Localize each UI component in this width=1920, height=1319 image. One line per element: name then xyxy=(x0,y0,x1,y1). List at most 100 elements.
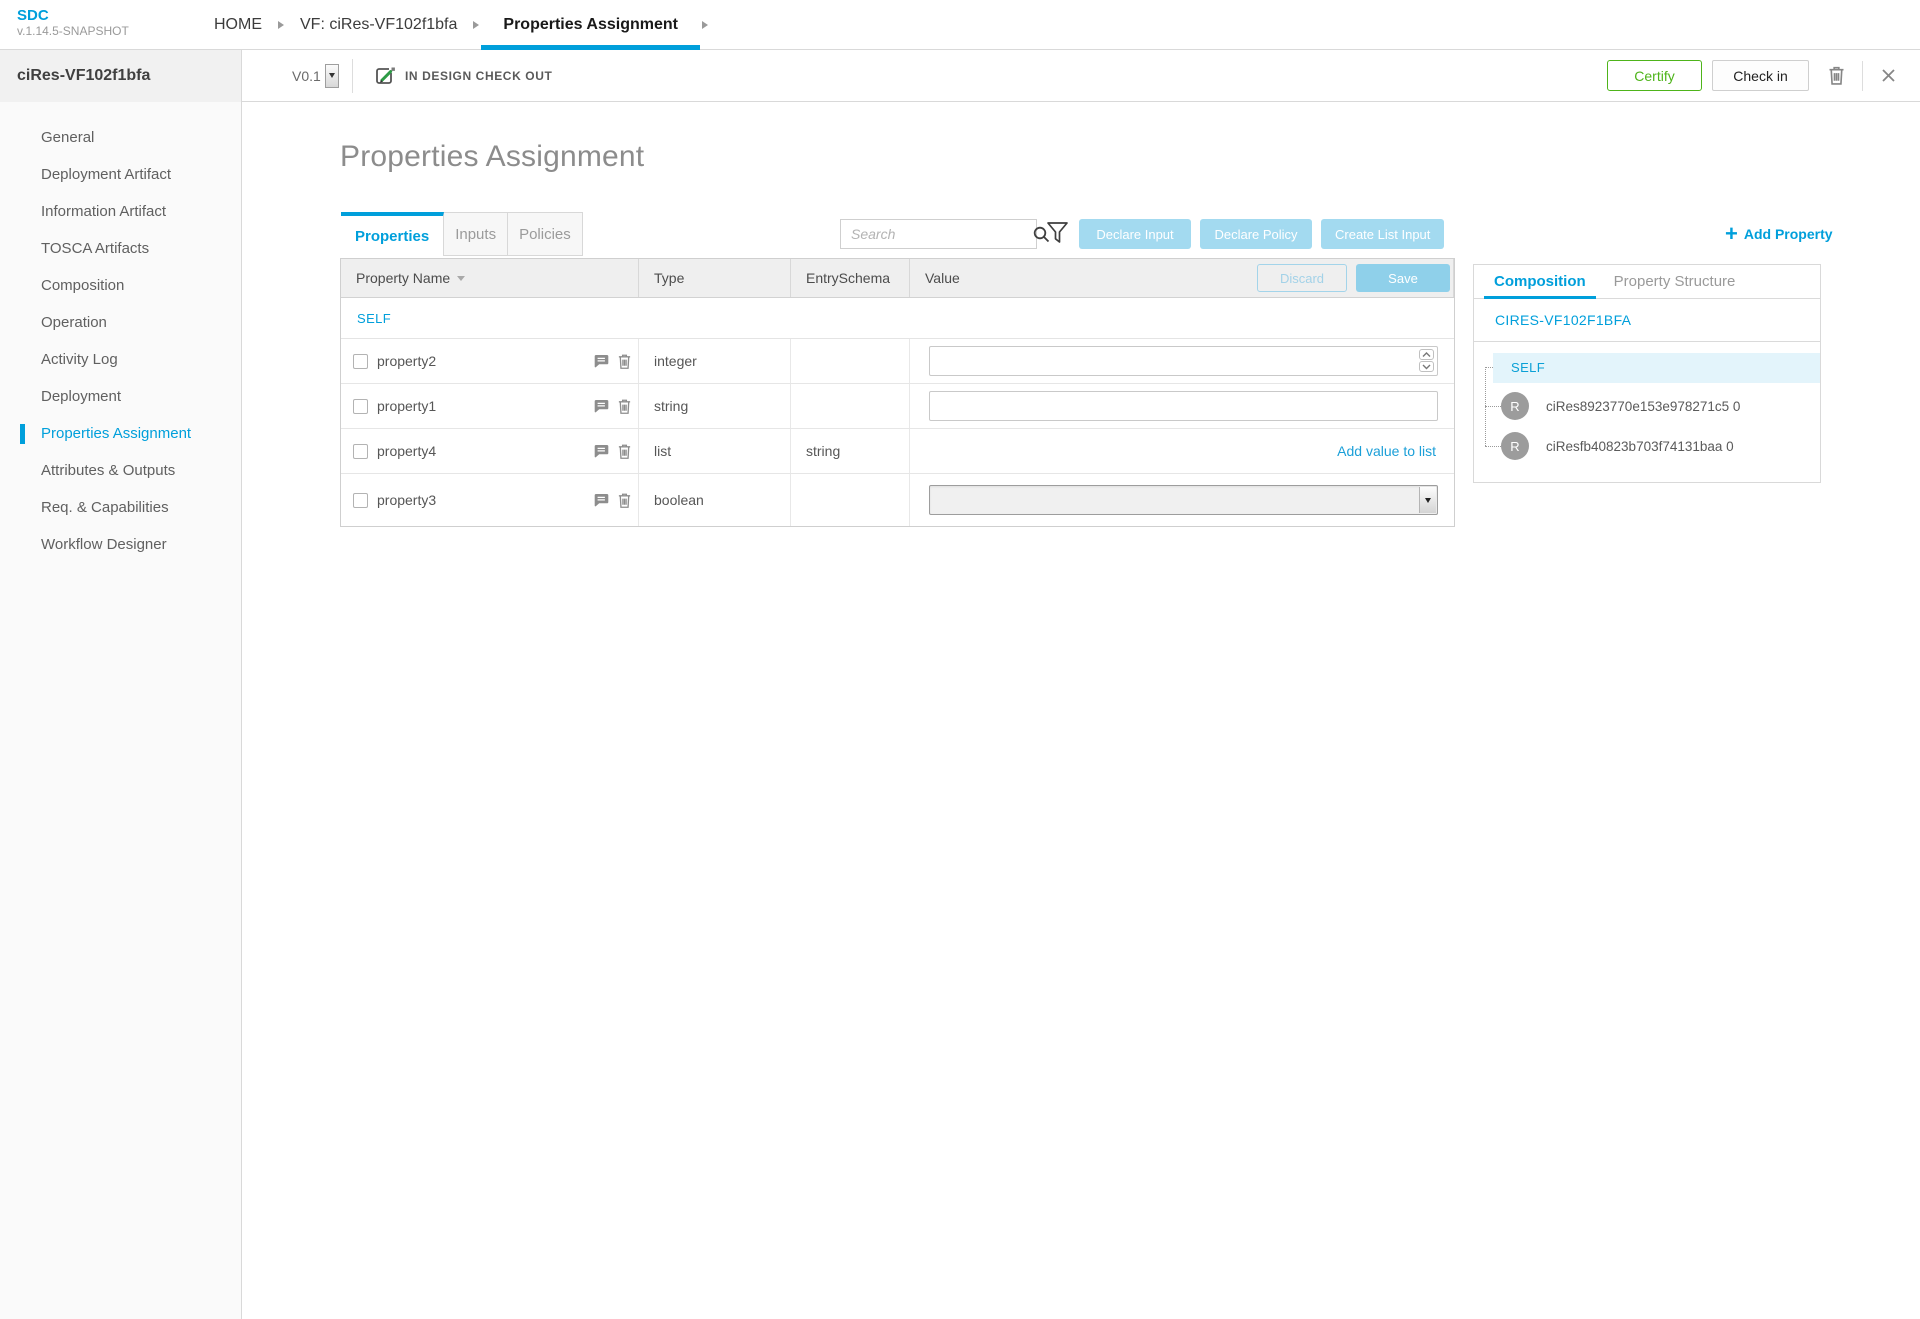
sidebar-item[interactable]: Deployment Artifact xyxy=(0,156,241,193)
comment-icon[interactable] xyxy=(593,354,609,369)
select-arrow-icon xyxy=(1425,497,1431,503)
property-name-cell: property4 xyxy=(341,429,639,473)
tab-label: Inputs xyxy=(455,225,497,243)
delete-property-icon[interactable] xyxy=(617,492,632,509)
hierarchy-tab-label: Composition xyxy=(1494,273,1586,290)
property-name: property2 xyxy=(377,353,437,369)
property-value-cell xyxy=(910,339,1454,383)
sidebar-item[interactable]: Workflow Designer xyxy=(0,526,241,563)
tab[interactable]: Policies xyxy=(508,212,583,256)
row-checkbox[interactable] xyxy=(353,443,368,459)
add-property-label: Add Property xyxy=(1743,226,1833,242)
sidebar-item[interactable]: Properties Assignment xyxy=(0,415,241,452)
breadcrumb-label: Properties Assignment xyxy=(503,16,678,33)
sidebar-item[interactable]: Deployment xyxy=(0,378,241,415)
property-type-cell: boolean xyxy=(639,474,791,526)
header-actions: Certify Check in xyxy=(1607,50,1896,101)
tree-item-instance[interactable]: R ciResfb40823b703f74131baa 0 xyxy=(1501,432,1820,460)
comment-icon[interactable] xyxy=(593,444,609,459)
sidebar-item[interactable]: Attributes & Outputs xyxy=(0,452,241,489)
tab[interactable]: Inputs xyxy=(444,212,509,256)
row-icons xyxy=(593,398,632,415)
breadcrumb-item[interactable]: Properties Assignment xyxy=(481,0,700,50)
row-checkbox[interactable] xyxy=(353,492,368,508)
sidebar-item[interactable]: Operation xyxy=(0,304,241,341)
hierarchy-tab[interactable]: Composition xyxy=(1484,265,1596,299)
sidebar-item-label: Attributes & Outputs xyxy=(41,462,176,479)
table-row: property2 integer xyxy=(341,339,1454,384)
sidebar-item[interactable]: Information Artifact xyxy=(0,193,241,230)
table-row: property1 string xyxy=(341,384,1454,429)
sort-caret-icon xyxy=(457,275,466,281)
logo-version: v.1.14.5-SNAPSHOT xyxy=(17,24,129,38)
declare-actions: Declare Input Declare Policy Create List… xyxy=(1079,219,1445,249)
delete-entity-icon[interactable] xyxy=(1827,65,1846,86)
certify-button[interactable]: Certify xyxy=(1607,60,1702,91)
declare-action-button[interactable]: Declare Input xyxy=(1079,219,1191,249)
top-bar: SDC v.1.14.5-SNAPSHOT HOME VF: ciRes-VF1… xyxy=(0,0,1920,50)
version-dropdown-button[interactable] xyxy=(324,63,339,88)
column-label: Type xyxy=(654,270,685,286)
comment-icon[interactable] xyxy=(593,399,609,414)
discard-button[interactable]: Discard xyxy=(1257,264,1347,292)
divider xyxy=(352,59,353,93)
text-value-input[interactable] xyxy=(929,391,1438,421)
property-name-cell: property1 xyxy=(341,384,639,428)
sidebar-item[interactable]: Req. & Capabilities xyxy=(0,489,241,526)
entity-name: ciRes-VF102f1bfa xyxy=(0,50,242,102)
breadcrumb-item[interactable]: VF: ciRes-VF102f1bfa xyxy=(286,0,471,50)
row-checkbox[interactable] xyxy=(353,398,368,414)
boolean-value-select[interactable] xyxy=(929,485,1438,515)
breadcrumb-label: HOME xyxy=(214,16,262,33)
tab[interactable]: Properties xyxy=(341,212,445,256)
filter-icon[interactable] xyxy=(1046,221,1069,251)
comment-icon[interactable] xyxy=(593,493,609,508)
column-label: Property Name xyxy=(356,270,451,286)
tree-item-instance[interactable]: R ciRes8923770e153e978271c5 0 xyxy=(1501,392,1820,420)
breadcrumb-item[interactable]: HOME xyxy=(200,0,276,50)
add-property-button[interactable]: + Add Property xyxy=(1725,219,1833,249)
version-label: V0.1 xyxy=(292,67,321,84)
close-icon[interactable] xyxy=(1881,68,1896,83)
value-widget xyxy=(910,384,1454,428)
number-value-input[interactable] xyxy=(929,346,1438,376)
tree-connector-line xyxy=(1485,446,1501,447)
sidebar-item[interactable]: General xyxy=(0,119,241,156)
search-input[interactable] xyxy=(841,221,1033,247)
property-name: property3 xyxy=(377,492,437,508)
declare-action-button[interactable]: Create List Input xyxy=(1321,219,1445,249)
sidebar-item[interactable]: Activity Log xyxy=(0,341,241,378)
delete-property-icon[interactable] xyxy=(617,353,632,370)
save-button[interactable]: Save xyxy=(1356,264,1450,292)
row-checkbox[interactable] xyxy=(353,353,368,369)
composition-tree: SELF R ciRes8923770e153e978271c5 0 R ciR… xyxy=(1474,342,1820,482)
search-icon[interactable] xyxy=(1033,226,1050,243)
property-value-cell xyxy=(910,384,1454,428)
property-name: property1 xyxy=(377,398,437,414)
row-icons xyxy=(593,353,632,370)
active-tab-underline xyxy=(481,45,700,50)
entry-schema-cell xyxy=(791,384,910,428)
hierarchy-tab[interactable]: Property Structure xyxy=(1604,265,1746,298)
check-in-button[interactable]: Check in xyxy=(1712,60,1809,91)
spinner-down-icon[interactable] xyxy=(1419,361,1434,372)
spinner-up-icon[interactable] xyxy=(1419,349,1434,360)
property-type-cell: integer xyxy=(639,339,791,383)
sidebar-item-label: Req. & Capabilities xyxy=(41,499,169,516)
resource-avatar: R xyxy=(1501,392,1529,420)
declare-action-button[interactable]: Declare Policy xyxy=(1200,219,1312,249)
row-icons xyxy=(593,443,632,460)
delete-property-icon[interactable] xyxy=(617,398,632,415)
sidebar-item[interactable]: Composition xyxy=(0,267,241,304)
self-group-row[interactable]: SELF xyxy=(341,298,1454,339)
sidebar-item-label: Operation xyxy=(41,314,107,331)
delete-property-icon[interactable] xyxy=(617,443,632,460)
add-value-to-list-link[interactable]: Add value to list xyxy=(1337,443,1436,459)
column-label: Value xyxy=(925,270,960,286)
column-header-property-name[interactable]: Property Name xyxy=(341,259,639,297)
sidebar-item[interactable]: TOSCA Artifacts xyxy=(0,230,241,267)
entry-schema-cell xyxy=(791,339,910,383)
select-dropdown-button[interactable] xyxy=(1419,487,1436,513)
sidebar-menu: General Deployment Artifact Information … xyxy=(0,102,241,563)
tree-item-self[interactable]: SELF xyxy=(1493,353,1820,383)
